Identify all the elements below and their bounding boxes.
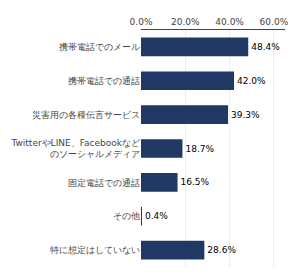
svg-text:16.5%: 16.5%: [181, 177, 210, 187]
svg-text:28.6%: 28.6%: [207, 245, 236, 255]
svg-text:TwitterやLINE、Facebookなどのソーシャルメ: TwitterやLINE、Facebookなどのソーシャルメディア: [10, 138, 140, 160]
svg-text:その他: その他: [113, 211, 140, 221]
svg-text:39.3%: 39.3%: [231, 110, 260, 120]
svg-text:42.0%: 42.0%: [237, 76, 266, 86]
svg-text:0.0%: 0.0%: [130, 17, 153, 27]
svg-text:20.0%: 20.0%: [171, 17, 200, 27]
svg-text:携帯電話でのメール: 携帯電話でのメール: [59, 42, 140, 52]
svg-text:特に想定はしていない: 特に想定はしていない: [50, 245, 140, 255]
svg-text:災害用の各種伝言サービス: 災害用の各種伝言サービス: [32, 110, 140, 120]
svg-text:40.0%: 40.0%: [215, 17, 244, 27]
svg-text:0.4%: 0.4%: [145, 211, 168, 221]
svg-text:固定電話での通話: 固定電話での通話: [68, 178, 140, 188]
svg-text:60.0%: 60.0%: [260, 17, 289, 27]
svg-text:携帯電話での通話: 携帯電話での通話: [68, 76, 140, 86]
svg-text:18.7%: 18.7%: [185, 144, 214, 154]
svg-text:48.4%: 48.4%: [251, 42, 280, 52]
